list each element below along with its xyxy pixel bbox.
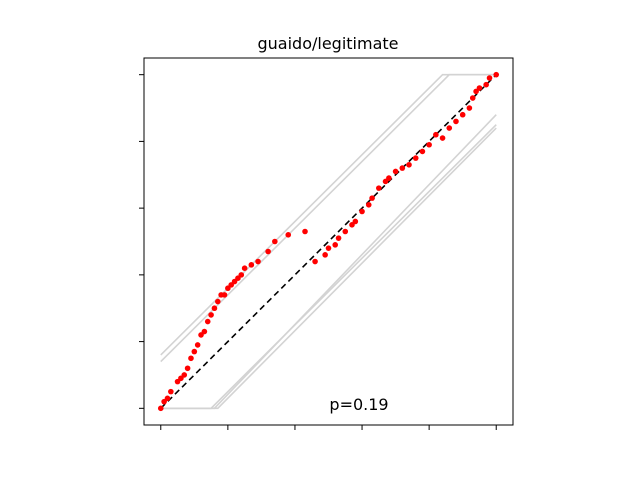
envelope-line-1	[160, 73, 497, 363]
data-point	[194, 342, 201, 348]
data-point	[359, 208, 365, 215]
data-point	[221, 292, 228, 298]
data-point	[211, 305, 218, 312]
reference-diagonal-line	[160, 74, 497, 409]
y-axis-ticks	[139, 74, 144, 409]
data-point	[204, 318, 211, 325]
data-point	[265, 248, 271, 255]
data-point	[188, 355, 194, 362]
data-point	[248, 262, 255, 268]
data-point	[406, 161, 412, 168]
data-point	[332, 242, 339, 248]
data-point	[486, 75, 493, 81]
data-point	[325, 245, 332, 251]
data-point	[399, 165, 406, 171]
data-point	[208, 312, 214, 318]
data-point	[215, 298, 221, 305]
data-point	[439, 135, 446, 141]
data-point	[369, 195, 375, 201]
data-point	[238, 272, 245, 278]
p-value-annotation: p=0.19	[329, 395, 388, 414]
data-point	[164, 395, 171, 402]
data-point	[476, 85, 483, 91]
data-point	[469, 95, 476, 101]
data-point	[426, 141, 432, 148]
envelope-line-2	[160, 114, 497, 410]
data-point	[459, 111, 466, 118]
data-point	[168, 388, 174, 395]
data-point	[493, 71, 500, 78]
data-point	[184, 365, 191, 372]
data-point	[342, 228, 349, 235]
data-point	[365, 202, 372, 208]
data-point	[285, 232, 292, 238]
data-point	[302, 228, 308, 235]
data-points	[157, 71, 500, 412]
data-point	[483, 81, 489, 88]
data-point	[312, 258, 318, 265]
data-point	[453, 118, 459, 125]
data-point	[255, 258, 261, 265]
x-axis-ticks	[160, 425, 497, 430]
data-point	[386, 175, 392, 181]
envelope-line-4	[160, 127, 497, 410]
envelope-lines	[160, 73, 497, 410]
data-point	[181, 372, 188, 378]
data-point	[322, 252, 328, 258]
axes-frame	[143, 57, 514, 426]
data-point	[412, 155, 419, 161]
data-point	[352, 218, 359, 225]
data-point	[446, 125, 453, 131]
chart-title: guaido/legitimate	[258, 34, 399, 53]
data-point	[191, 348, 198, 355]
data-point	[241, 265, 248, 271]
data-point	[335, 235, 342, 241]
data-point	[157, 405, 164, 412]
data-point	[376, 185, 382, 191]
data-point	[272, 238, 278, 245]
data-point	[419, 148, 426, 155]
data-point	[201, 328, 208, 335]
data-point	[433, 131, 439, 138]
data-point	[466, 105, 473, 111]
data-point	[392, 168, 399, 175]
